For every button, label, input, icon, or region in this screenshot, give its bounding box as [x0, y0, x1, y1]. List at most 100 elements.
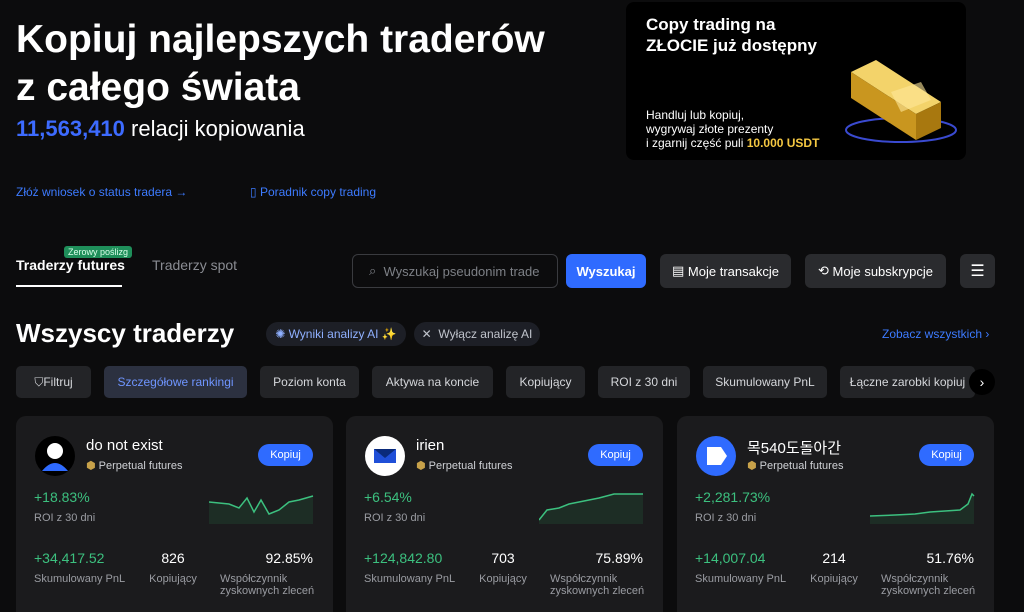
badge-icon: ⬢ — [747, 460, 760, 472]
market-badge: ⬢ Perpetual futures — [86, 459, 182, 472]
sparkline — [870, 492, 975, 524]
banner-text: i zgarnij część puli — [646, 136, 744, 150]
market-badge: ⬢ Perpetual futures — [416, 459, 512, 472]
pnl-label: Skumulowany PnL — [34, 573, 126, 585]
sparkline — [539, 493, 643, 524]
win-rate-label-line: zyskownych zleceń — [550, 585, 645, 597]
roi-value: +18.83% — [34, 489, 90, 505]
filter-text: Filtruj — [43, 375, 73, 389]
pnl-label: Skumulowany PnL — [695, 573, 787, 585]
filter-button[interactable]: Kopiujący — [506, 366, 585, 398]
copy-button[interactable]: Kopiuj — [588, 444, 643, 466]
button-text: Moje transakcje — [687, 263, 779, 279]
banner-title: Copy trading na ZŁOCIE już dostępny — [646, 14, 817, 56]
banner-text-line: wygrywaj złote prezenty — [646, 122, 774, 136]
filter-button[interactable]: Szczegółowe rankingi — [104, 366, 247, 398]
chip-text: Wyłącz analizę AI — [438, 327, 533, 341]
win-rate-label: Współczynnik zyskownych zleceń — [220, 573, 314, 597]
copiers-value: 826 — [161, 550, 185, 566]
pnl-value: +34,417.52 — [34, 550, 105, 566]
filter-text: Poziom konta — [273, 375, 346, 389]
avatar — [365, 436, 405, 476]
link-text: Zobacz wszystkich — [882, 327, 983, 341]
trader-name: 목540도돌아간 — [747, 440, 842, 457]
filter-button[interactable]: Aktywa na koncie — [372, 366, 493, 398]
copiers-value: 214 — [822, 550, 846, 566]
hero-title-line: z całego świata — [16, 66, 300, 109]
gold-bar-art — [845, 60, 957, 143]
my-subscriptions-button[interactable]: ⟲ Moje subskrypcje — [805, 254, 946, 288]
copy-button[interactable]: Kopiuj — [919, 444, 974, 466]
roi-label: ROI z 30 dni — [34, 512, 96, 524]
tab-badge: Zerowy poślizg — [64, 246, 133, 258]
filter-text: Skumulowany PnL — [715, 375, 815, 389]
pnl-value: +14,007.04 — [695, 550, 766, 566]
banner-highlight: 10.000 USDT — [746, 136, 820, 150]
filter-text: Kopiujący — [519, 375, 572, 389]
tab-underline — [16, 285, 122, 287]
search-button[interactable]: Wyszukaj — [566, 254, 646, 288]
trader-card[interactable]: irien ⬢ Perpetual futures Kopiuj +6.54% ROI … — [346, 416, 663, 612]
filter-text: Szczegółowe rankingi — [117, 375, 234, 389]
roi-value: +6.54% — [364, 489, 412, 505]
copiers-label: Kopiujący — [810, 573, 858, 585]
link-text: Poradnik copy trading — [259, 185, 377, 199]
pnl-value: +124,842.80 — [364, 550, 443, 566]
sparkline — [209, 495, 314, 524]
hero-title-line: Kopiuj najlepszych traderów — [16, 18, 545, 61]
ai-off-chip[interactable]: ✕ Wyłącz analizę AI — [414, 322, 540, 346]
see-all-link[interactable]: Zobacz wszystkich › — [882, 327, 990, 341]
win-rate-label: Współczynnik zyskownych zleceń — [881, 573, 975, 597]
section-title: Wszyscy traderzy — [16, 318, 235, 348]
market-badge: ⬢ Perpetual futures — [747, 459, 843, 472]
trader-card[interactable]: do not exist ⬢ Perpetual futures Kopiuj +18… — [16, 416, 333, 612]
trader-name: irien — [416, 437, 445, 454]
filter-button[interactable]: Skumulowany PnL — [703, 366, 827, 398]
filter-button[interactable]: Łączne zarobki kopiuj — [840, 366, 975, 398]
market-text: Perpetual futures — [759, 460, 844, 472]
search-input[interactable]: ⌕ Wyszukaj pseudonim trade — [352, 254, 558, 288]
tab-active[interactable]: Traderzy futures — [16, 257, 125, 273]
chip-text: Wyniki analizy AI — [288, 327, 379, 341]
ai-results-chip[interactable]: ✺ Wyniki analizy AI ✨ — [266, 322, 406, 346]
guide-link[interactable]: ▯ Poradnik copy trading — [250, 185, 377, 199]
menu-button[interactable]: ☰ — [960, 254, 995, 288]
avatar — [35, 436, 75, 476]
apply-link[interactable]: Złóż wniosek o status tradera → — [16, 185, 188, 199]
promo-banner[interactable]: Copy trading na ZŁOCIE już dostępny Hand… — [626, 2, 966, 160]
my-trades-button[interactable]: ▤ Moje transakcje — [660, 254, 791, 288]
link-text: Złóż wniosek o status tradera — [16, 185, 173, 199]
win-rate-label-line: zyskownych zleceń — [220, 585, 315, 597]
copy-button[interactable]: Kopiuj — [258, 444, 313, 466]
banner-title-line: Copy trading na — [646, 15, 776, 34]
market-text: Perpetual futures — [428, 460, 513, 472]
trader-name: do not exist — [86, 437, 163, 454]
win-rate-label-line: zyskownych zleceń — [881, 585, 976, 597]
button-text: Moje subskrypcje — [832, 263, 933, 279]
avatar — [696, 436, 736, 476]
win-rate-label-line: Współczynnik — [220, 573, 288, 585]
market-text: Perpetual futures — [98, 460, 183, 472]
badge-icon: ⬢ — [416, 460, 429, 472]
scroll-arrow[interactable]: › — [969, 369, 995, 395]
filter-button[interactable]: ⛉ Filtruj — [16, 366, 91, 398]
win-rate-label: Współczynnik zyskownych zleceń — [550, 573, 644, 597]
banner-text: Handluj lub kopiuj, wygrywaj złote preze… — [646, 108, 819, 150]
badge-icon: ⬢ — [86, 460, 99, 472]
banner-title-line: ZŁOCIE już dostępny — [646, 36, 817, 55]
filter-button[interactable]: Poziom konta — [260, 366, 359, 398]
copiers-label: Kopiujący — [149, 573, 197, 585]
win-rate-label-line: Współczynnik — [550, 573, 618, 585]
win-rate-value: 75.89% — [595, 550, 643, 566]
pnl-label: Skumulowany PnL — [364, 573, 456, 585]
win-rate-value: 92.85% — [265, 550, 313, 566]
filter-button[interactable]: ROI z 30 dni — [598, 366, 690, 398]
copiers-value: 703 — [491, 550, 515, 566]
trader-card[interactable]: 목540도돌아간 ⬢ Perpetual futures Kopiuj +2,281.… — [677, 416, 994, 612]
tab[interactable]: Traderzy spot — [152, 257, 238, 273]
roi-value: +2,281.73% — [695, 489, 771, 505]
count-value: 11,563,410 — [16, 116, 125, 141]
banner-text-line: Handluj lub kopiuj, — [646, 108, 745, 122]
banner-text-line: i zgarnij część puli 10.000 USDT — [646, 136, 819, 150]
